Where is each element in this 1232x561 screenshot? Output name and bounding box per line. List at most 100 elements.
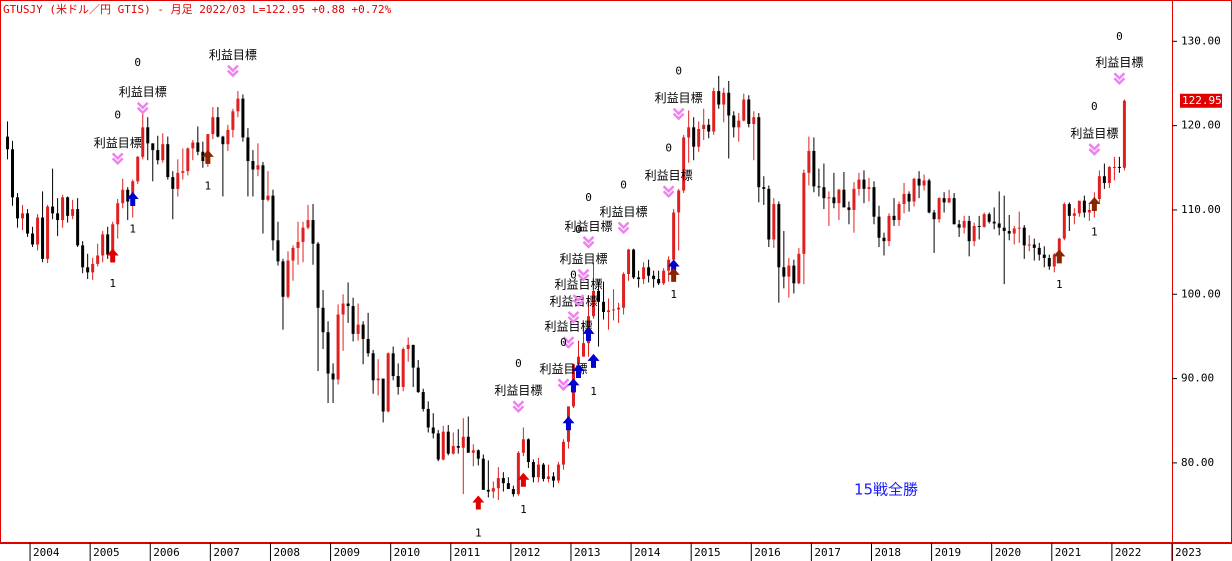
candle-body [41, 217, 45, 259]
candle-body [917, 178, 921, 186]
candle-body [707, 124, 711, 132]
x-tick-label: 2010 [394, 546, 421, 559]
x-tick-label: 2011 [454, 546, 481, 559]
signal-count: 0 [515, 357, 522, 370]
candle-body [617, 307, 621, 310]
x-tick-label: 2022 [1115, 546, 1142, 559]
candle-body [657, 279, 661, 284]
target-label: 利益目標 [1070, 127, 1118, 141]
x-tick-label: 2015 [694, 546, 721, 559]
candle-body [191, 142, 195, 149]
candle-body [6, 136, 10, 150]
target-arrow [512, 400, 525, 413]
target-label: 利益目標 [645, 169, 693, 183]
y-tick-label: 80.00 [1181, 456, 1214, 469]
candle-body [541, 464, 545, 479]
candle-body [246, 137, 250, 162]
candle-body [1042, 254, 1046, 259]
candle-body [947, 198, 951, 203]
candle-body [386, 353, 390, 412]
target-label: 利益目標 [539, 362, 587, 376]
candle-body [887, 215, 891, 242]
candle-body [787, 265, 791, 277]
candle-body [1002, 227, 1006, 232]
candle-body [101, 234, 105, 256]
candle-body [702, 124, 706, 130]
candle-body [937, 198, 941, 220]
candle-body [261, 165, 265, 200]
x-tick-label: 2019 [935, 546, 962, 559]
candle-body [927, 180, 931, 213]
candle-body [1037, 247, 1041, 255]
signal-count: 0 [675, 65, 682, 78]
signal-arrow [472, 495, 485, 510]
last-price-label: 122.95 [1182, 94, 1222, 107]
signal-arrow [582, 326, 595, 341]
candle-body [1082, 200, 1086, 213]
candle-body [96, 255, 100, 264]
target-label: 利益目標 [600, 205, 648, 219]
candle-body [416, 367, 420, 393]
candle-body [391, 353, 395, 377]
candle-body [216, 117, 220, 137]
candle-body [622, 274, 626, 308]
candle-body [962, 220, 966, 228]
frame [0, 0, 1232, 543]
candle-body [441, 431, 445, 460]
candle-body [376, 378, 380, 381]
x-tick-label: 2018 [874, 546, 901, 559]
target-arrow [562, 336, 575, 349]
candle-body [872, 187, 876, 217]
candle-body [256, 165, 260, 170]
candle-body [762, 187, 766, 189]
signal-count: 1 [1056, 278, 1063, 291]
candle-body [1107, 166, 1111, 183]
candle-body [491, 488, 495, 492]
candle-body [1062, 204, 1066, 239]
signal-arrow [562, 416, 575, 431]
candle-body [1102, 176, 1106, 183]
note: 15戦全勝 [854, 481, 918, 499]
candle-body [141, 127, 145, 157]
signal-count: 1 [520, 503, 527, 516]
candle-body [647, 267, 651, 276]
candle-body [126, 189, 130, 202]
candle-body [732, 115, 736, 128]
signal-arrow [572, 363, 585, 378]
candle-body [321, 307, 325, 333]
signal-arrow [1088, 197, 1101, 212]
candle-body [206, 134, 210, 162]
target-arrow [136, 101, 149, 115]
candle-body [1117, 166, 1121, 168]
x-tick-label: 2021 [1055, 546, 1082, 559]
x-tick-label: 2007 [213, 546, 240, 559]
candle-body [176, 172, 180, 189]
candle-body [857, 179, 861, 189]
target-arrow [662, 185, 675, 198]
target-arrow [567, 310, 580, 324]
x-tick-label: 2016 [754, 546, 781, 559]
candle-body [91, 263, 95, 273]
x-tick-label: 2004 [33, 546, 60, 559]
candle-body [697, 129, 701, 147]
candle-body [66, 197, 70, 216]
candle-body [251, 161, 255, 170]
x-tick-label: 2012 [514, 546, 541, 559]
candle-body [807, 150, 811, 173]
candle-body [196, 142, 200, 152]
candle-body [326, 332, 330, 374]
candle-body [822, 187, 826, 199]
candle-body [972, 225, 976, 242]
candle-body [897, 204, 901, 221]
target-arrow [617, 221, 630, 235]
candle-body [436, 433, 440, 460]
candle-body [1057, 238, 1061, 255]
candle-body [401, 349, 405, 388]
candle-body [301, 227, 305, 242]
candle-body [1067, 204, 1071, 216]
candle-body [727, 92, 731, 116]
signal-count: 0 [1116, 30, 1123, 43]
candle-body [1017, 227, 1021, 229]
candle-body [166, 144, 170, 178]
